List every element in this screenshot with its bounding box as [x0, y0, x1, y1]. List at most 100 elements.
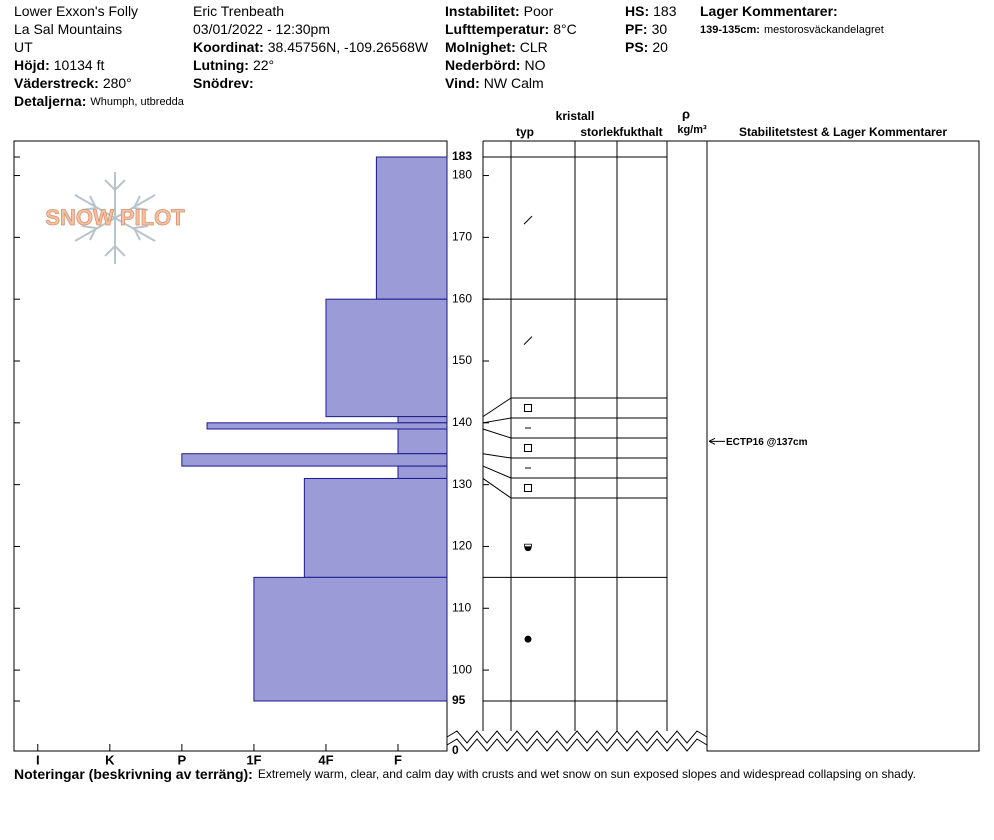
field-label: Lufttemperatur:	[445, 21, 549, 37]
grain-symbol	[524, 444, 532, 452]
grain-symbol	[524, 635, 532, 643]
field-value: Lower Exxon's Folly	[14, 3, 138, 19]
y-tick-label: 95	[452, 693, 466, 707]
header-field: Lager Kommentarer:	[700, 3, 838, 19]
axis-break	[446, 730, 708, 752]
header-field: Lower Exxon's Folly	[14, 3, 138, 19]
field-label: HS:	[625, 3, 649, 19]
header-field: Koordinat: 38.45756N, -109.26568W	[193, 39, 429, 55]
hardness-bar	[397, 465, 448, 479]
hardness-bar	[303, 477, 448, 578]
layer-boundary	[482, 478, 667, 499]
field-label: PS:	[625, 39, 648, 55]
field-value: 22°	[253, 57, 274, 73]
y-tick-label: 0	[452, 743, 459, 757]
field-label: Höjd:	[14, 57, 50, 73]
y-tick-label: 160	[452, 291, 472, 305]
field-label: Detaljerna:	[14, 93, 86, 109]
layer-boundary	[482, 465, 667, 479]
x-tick-label: K	[105, 752, 115, 767]
y-tick-label: 150	[452, 353, 472, 367]
test-arrowhead	[708, 437, 716, 445]
logo-text: SNOW PILOT	[45, 205, 185, 230]
field-value: mestorosväckandelagret	[764, 24, 884, 36]
x-tick-label: 1F	[246, 752, 261, 767]
header-field: HS: 183	[625, 3, 677, 19]
notes-text: Extremely warm, clear, and calm day with…	[258, 767, 916, 781]
col-header: Stabilitetstest & Lager Kommentarer	[739, 125, 947, 139]
header-field: Snödrev:	[193, 75, 254, 91]
notes-label: Noteringar (beskrivning av terräng):	[14, 766, 253, 782]
field-label: Koordinat:	[193, 39, 264, 55]
layer-boundary	[482, 428, 667, 439]
layer-boundary	[482, 397, 667, 418]
test-label: ECTP16 @137cm	[726, 437, 808, 448]
y-tick-label: 120	[452, 539, 472, 553]
x-tick-label: I	[36, 752, 40, 767]
header-field: La Sal Mountains	[14, 21, 122, 37]
header-field: Vind: NW Calm	[445, 75, 544, 91]
y-tick-label: 140	[452, 415, 472, 429]
x-tick-label: 4F	[318, 752, 333, 767]
field-label: Instabilitet:	[445, 3, 520, 19]
grain-symbol	[523, 215, 533, 225]
hardness-bar	[397, 428, 448, 455]
col-header: typ	[516, 125, 534, 139]
header-field: Nederbörd: NO	[445, 57, 546, 73]
grain-symbol	[524, 404, 532, 412]
grain-symbol	[524, 543, 532, 548]
field-value: CLR	[520, 39, 548, 55]
notes: Noteringar (beskrivning av terräng): Extr…	[14, 766, 916, 782]
x-tick-label: P	[178, 752, 187, 767]
col-header: storlek	[580, 125, 620, 139]
header-field: 03/01/2022 - 12:30pm	[193, 21, 330, 37]
layer-boundary	[482, 453, 667, 459]
y-tick-label: 183	[452, 149, 472, 163]
hardness-bar	[206, 422, 448, 430]
header-field: 139-135cm: mestorosväckandelagret	[700, 24, 884, 36]
y-tick-label: 170	[452, 230, 472, 244]
hardness-bar	[253, 576, 448, 702]
y-tick-label: 100	[452, 662, 472, 676]
header-field: Instabilitet: Poor	[445, 3, 554, 19]
header-field: Lutning: 22°	[193, 57, 274, 73]
header-field: Eric Trenbeath	[193, 3, 284, 19]
field-label: Lutning:	[193, 57, 249, 73]
field-value: NW Calm	[484, 75, 544, 91]
field-label: Väderstreck:	[14, 75, 99, 91]
hardness-bar	[397, 416, 448, 424]
field-label: 139-135cm:	[700, 24, 760, 36]
logo	[74, 172, 156, 264]
header-field: Molnighet: CLR	[445, 39, 548, 55]
field-value: 30	[652, 21, 668, 37]
column-lines	[482, 141, 668, 731]
x-tick-label: F	[394, 752, 402, 767]
field-value: La Sal Mountains	[14, 21, 122, 37]
grain-symbol	[523, 336, 533, 345]
y-tick-label: 180	[452, 168, 472, 182]
header-field: Lufttemperatur: 8°C	[445, 21, 577, 37]
field-label: Molnighet:	[445, 39, 516, 55]
col-header: kristall	[556, 109, 595, 123]
header-field: UT	[14, 39, 33, 55]
hardness-bar	[325, 298, 448, 418]
field-label: Vind:	[445, 75, 480, 91]
layer-boundary	[482, 417, 667, 424]
header-field: Detaljerna: Whumph, utbredda	[14, 93, 185, 109]
field-value: Poor	[524, 3, 554, 19]
header-field: PS: 20	[625, 39, 668, 55]
y-tick-label: 110	[452, 600, 471, 614]
header-field: Väderstreck: 280°	[14, 75, 132, 91]
col-header: ρ	[682, 106, 690, 121]
hardness-bar	[181, 453, 448, 467]
field-value: 183	[653, 3, 677, 19]
hardness-bar	[375, 156, 448, 300]
col-header: fukthalt	[619, 125, 662, 139]
y-tick-label: 130	[452, 477, 472, 491]
field-value: 03/01/2022 - 12:30pm	[193, 21, 330, 37]
col-header: kg/m³	[677, 124, 707, 136]
field-value: Eric Trenbeath	[193, 3, 284, 19]
field-label: Lager Kommentarer:	[700, 3, 838, 19]
field-value: UT	[14, 39, 33, 55]
